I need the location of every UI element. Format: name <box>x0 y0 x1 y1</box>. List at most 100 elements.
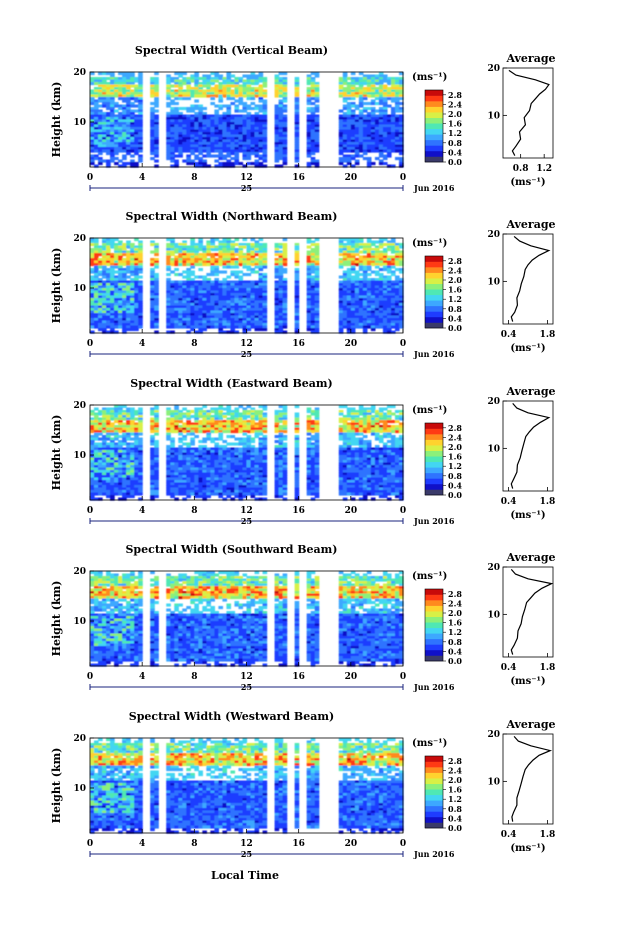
colorbar-segment <box>425 423 443 429</box>
colorbar-tick-label: 0.4 <box>448 480 462 490</box>
colorbar-segment <box>425 256 443 262</box>
colorbar-tick-label: 0.8 <box>448 471 462 481</box>
colorbar-segment <box>425 767 443 773</box>
colorbar-segment <box>425 456 443 463</box>
colorbar-segment <box>425 283 443 290</box>
average-y-tick-label: 20 <box>487 230 500 240</box>
y-axis-label: Height (km) <box>50 82 63 158</box>
x-tick-label: 4 <box>139 339 145 349</box>
x-tick-label: 12 <box>240 839 253 849</box>
panel-1: Spectral Width (Vertical Beam) Height (km… <box>50 44 556 193</box>
colorbar-unit: (ms⁻¹) <box>412 571 447 582</box>
y-tick-label: 20 <box>73 234 86 244</box>
colorbar-segment <box>425 594 443 601</box>
day-label: 25 <box>241 349 252 359</box>
x-tick-label: 20 <box>345 839 358 849</box>
colorbar-segment <box>425 439 443 446</box>
panel-title: Spectral Width (Southward Beam) <box>125 543 337 556</box>
x-tick-label: 8 <box>191 839 197 849</box>
y-axis-label: Height (km) <box>50 581 63 657</box>
colorbar-frame <box>424 422 444 496</box>
y-tick-label: 10 <box>73 617 86 627</box>
colorbar-segment <box>425 605 443 612</box>
average-y-tick-label: 20 <box>487 563 500 573</box>
colorbar-tick-label: 2.0 <box>448 442 462 452</box>
colorbar-segment <box>425 489 443 496</box>
x-tick-label: 0 <box>400 339 406 349</box>
day-label: 25 <box>241 682 252 692</box>
x-tick-label: 12 <box>240 506 253 516</box>
y-tick-label: 20 <box>73 734 86 744</box>
average-profile-line <box>510 235 551 322</box>
y-tick-label: 20 <box>73 567 86 577</box>
colorbar-tick-label: 2.4 <box>448 432 462 442</box>
colorbar-tick-label: 1.6 <box>448 785 462 795</box>
x-tick-label: 0 <box>400 672 406 682</box>
colorbar-segment <box>425 90 443 96</box>
colorbar-segment <box>425 322 443 329</box>
average-frame <box>502 233 554 325</box>
colorbar-segment <box>425 278 443 284</box>
x-tick-label: 0 <box>87 339 93 349</box>
colorbar-frame <box>424 588 444 662</box>
x-tick-label: 20 <box>345 339 358 349</box>
x-tick-label: 12 <box>240 672 253 682</box>
colorbar-segment <box>425 261 443 268</box>
colorbar-segment <box>425 761 443 768</box>
colorbar-tick-label: 0.0 <box>448 323 462 333</box>
x-tick-label: 0 <box>400 839 406 849</box>
colorbar-frame <box>424 255 444 329</box>
colorbar-segment <box>425 112 443 118</box>
colorbar-segment <box>425 150 443 157</box>
x-tick-label: 4 <box>139 173 145 183</box>
colorbar-tick-label: 2.4 <box>448 99 462 109</box>
colorbar-tick-label: 2.0 <box>448 775 462 785</box>
average-profile-line <box>510 403 551 489</box>
colorbar-tick-label: 1.6 <box>448 119 462 129</box>
x-tick-label: 20 <box>345 672 358 682</box>
date-label: Jun 2016 <box>413 183 455 193</box>
colorbar-segment <box>425 622 443 629</box>
average-x-tick-label: 0.4 <box>501 830 517 840</box>
x-tick-label: 12 <box>240 173 253 183</box>
colorbar-tick-label: 0.8 <box>448 637 462 647</box>
colorbar-tick-label: 2.8 <box>448 256 462 266</box>
colorbar-tick-label: 0.4 <box>448 313 462 323</box>
average-y-tick-label: 10 <box>487 111 500 121</box>
average-y-tick-label: 10 <box>487 277 500 287</box>
colorbar-tick-label: 1.2 <box>448 794 462 804</box>
colorbar-tick-label: 2.8 <box>448 423 462 433</box>
colorbar-tick-label: 2.4 <box>448 765 462 775</box>
x-tick-label: 0 <box>87 506 93 516</box>
colorbar-segment <box>425 756 443 762</box>
x-tick-label: 20 <box>345 173 358 183</box>
x-tick-label: 0 <box>87 173 93 183</box>
heatmap-cells <box>90 405 404 501</box>
colorbar-tick-label: 1.6 <box>448 618 462 628</box>
colorbar-segment <box>425 644 443 651</box>
colorbar-frame <box>424 755 444 829</box>
colorbar-segment <box>425 638 443 645</box>
x-tick-label: 16 <box>292 839 305 849</box>
colorbar-tick-label: 1.2 <box>448 627 462 637</box>
x-tick-label: 8 <box>191 173 197 183</box>
average-x-tick-label: 0.8 <box>513 164 529 174</box>
colorbar-segment <box>425 655 443 662</box>
date-label: Jun 2016 <box>413 516 455 526</box>
average-x-tick-label: 0.4 <box>501 330 517 340</box>
date-label: Jun 2016 <box>413 349 455 359</box>
colorbar-tick-label: 0.4 <box>448 813 462 823</box>
colorbar-segment <box>425 434 443 440</box>
y-tick-label: 20 <box>73 401 86 411</box>
colorbar-unit: (ms⁻¹) <box>412 738 447 749</box>
colorbar-tick-label: 0.4 <box>448 646 462 656</box>
heatmap-cells <box>90 238 404 334</box>
y-axis-label: Height (km) <box>50 748 63 824</box>
colorbar-segment <box>425 611 443 617</box>
x-tick-label: 0 <box>87 839 93 849</box>
average-x-tick-label: 1.8 <box>540 497 556 507</box>
average-profile-line <box>510 569 554 655</box>
panel-title: Spectral Width (Vertical Beam) <box>135 44 328 57</box>
colorbar-unit: (ms⁻¹) <box>412 238 447 249</box>
average-x-tick-label: 0.4 <box>501 497 517 507</box>
